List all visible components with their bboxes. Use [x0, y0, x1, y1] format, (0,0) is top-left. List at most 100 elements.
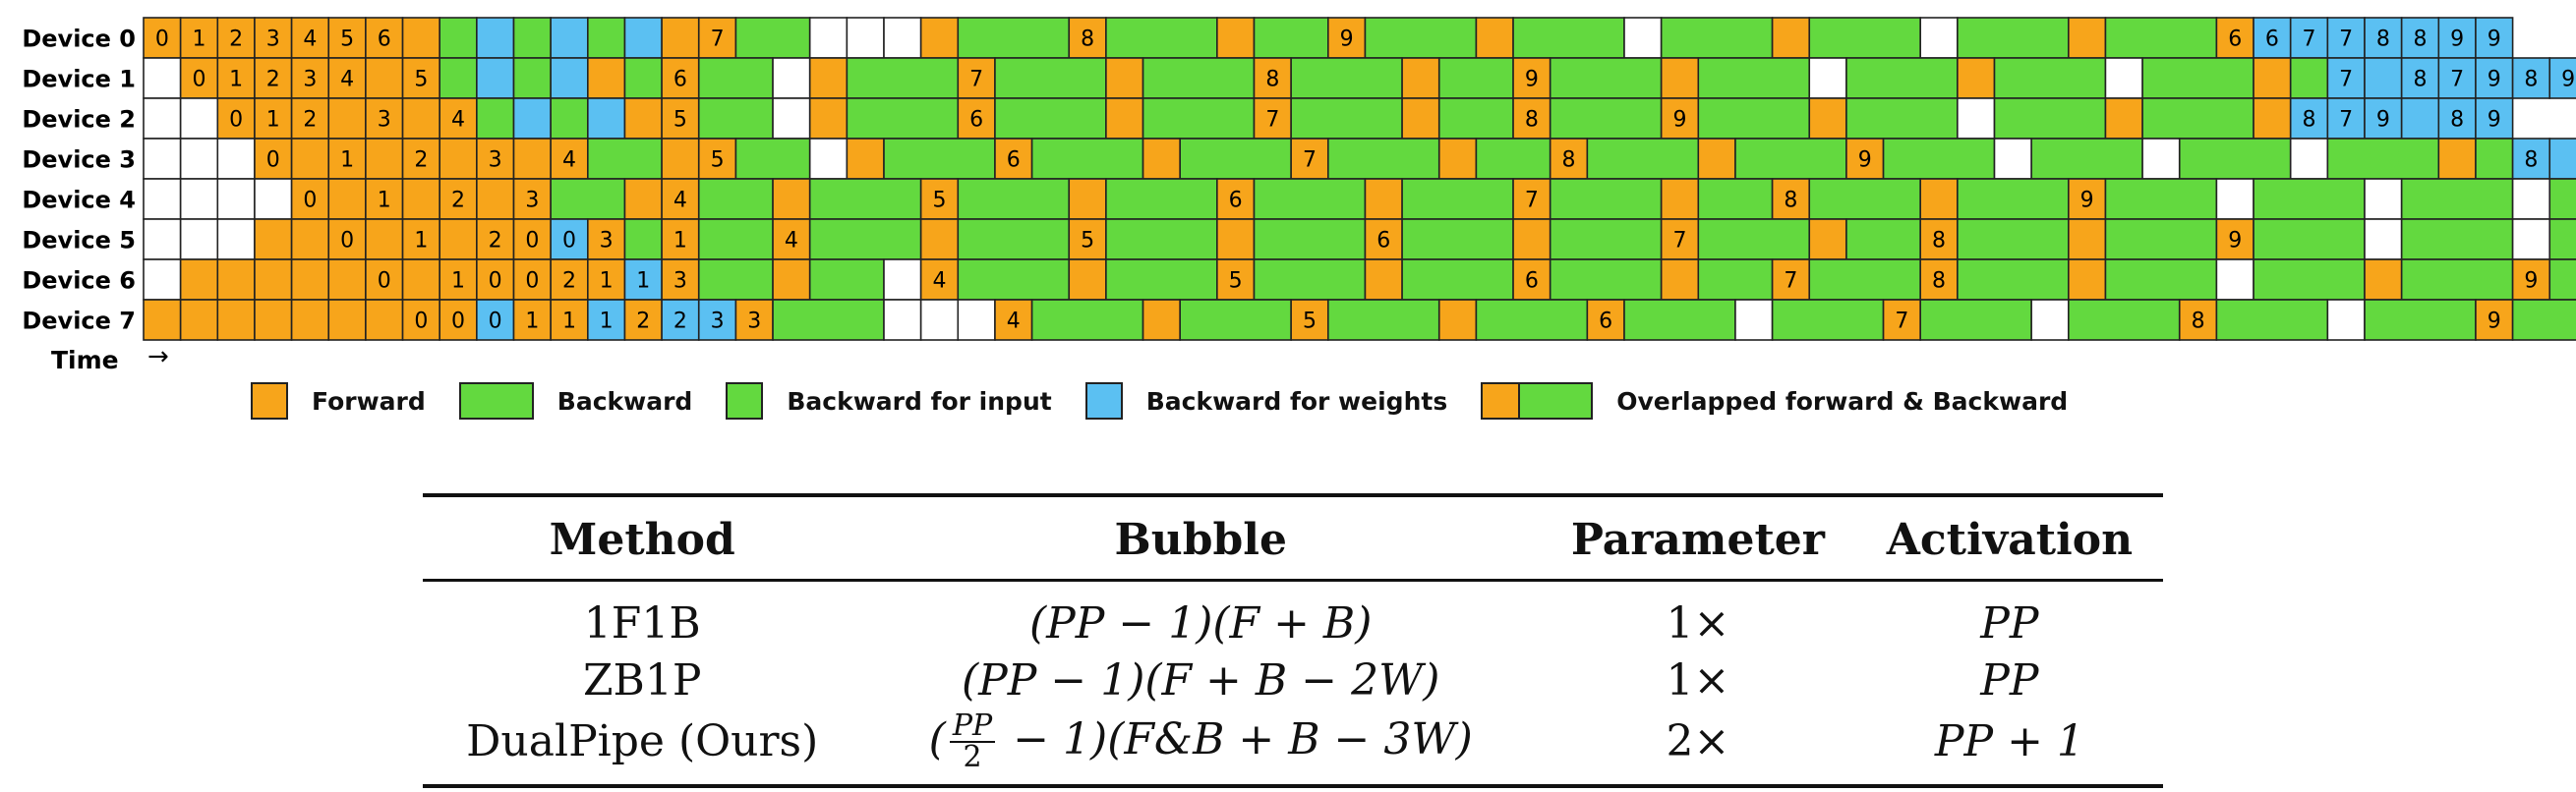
legend-overlapped: Overlapped forward & Backward	[1481, 382, 2068, 420]
schedule-cell	[1142, 299, 1182, 341]
schedule-cell	[365, 138, 404, 180]
schedule-cell	[623, 17, 663, 59]
schedule-cell	[439, 138, 478, 180]
schedule-cell	[439, 178, 478, 220]
schedule-cell	[2400, 17, 2440, 59]
schedule-cell	[1549, 138, 1589, 180]
schedule-cell	[2104, 17, 2218, 59]
schedule-cell	[1993, 97, 2107, 140]
schedule-cell	[957, 178, 1071, 220]
chunk-label: 5	[1081, 229, 1094, 254]
schedule-cell	[697, 299, 737, 341]
chunk-label: 9	[2488, 108, 2501, 133]
schedule-cell	[1437, 57, 1514, 99]
schedule-cell	[661, 258, 700, 301]
table-header-row: Method Bubble Parameter Activation	[423, 493, 2163, 582]
chunk-label: 6	[673, 68, 687, 92]
schedule-cell	[883, 138, 996, 180]
schedule-cell	[1623, 299, 1736, 341]
chunk-label: 3	[673, 269, 687, 294]
schedule-cell	[1512, 17, 1625, 59]
schedule-cell	[2400, 258, 2514, 301]
schedule-cell	[919, 258, 960, 301]
schedule-cell	[1660, 17, 1774, 59]
method-cell: 1F1B	[583, 598, 701, 649]
schedule-cell	[1216, 218, 1256, 260]
chunk-label: 9	[2524, 269, 2538, 294]
schedule-cell	[1512, 258, 1551, 301]
schedule-cell	[994, 299, 1033, 341]
schedule-cell	[1364, 178, 1403, 220]
schedule-cell	[1697, 178, 1774, 220]
chunk-label: 9	[2080, 189, 2094, 213]
schedule-cell	[1475, 138, 1551, 180]
schedule-cell	[846, 138, 885, 180]
schedule-cell	[697, 17, 737, 59]
schedule-cell	[1808, 97, 1847, 140]
schedule-cell	[290, 299, 330, 341]
schedule-cell	[1697, 218, 1811, 260]
schedule-cell	[143, 218, 182, 260]
schedule-cell	[586, 258, 626, 301]
parameter-cell: 1×	[1666, 655, 1730, 706]
schedule-cell	[327, 299, 367, 341]
schedule-cell	[2326, 57, 2366, 99]
schedule-cell	[1957, 17, 2070, 59]
schedule-cell	[623, 218, 663, 260]
schedule-cell	[808, 178, 922, 220]
schedule-cell	[1475, 17, 1514, 59]
schedule-cell	[697, 97, 774, 140]
backward-input-swatch-icon	[726, 382, 764, 420]
schedule-cell	[734, 17, 811, 59]
chunk-label: 7	[2303, 28, 2316, 52]
chunk-label: 1	[562, 310, 576, 334]
schedule-cell	[1290, 299, 1329, 341]
chunk-label: 7	[2339, 68, 2353, 92]
chunk-label: 1	[451, 269, 465, 294]
chunk-label: 8	[1265, 68, 1279, 92]
schedule-cell	[2511, 218, 2551, 260]
schedule-cell	[550, 97, 589, 140]
schedule-cell	[808, 138, 849, 180]
schedule-cell	[1919, 178, 1959, 220]
schedule-cell	[365, 57, 404, 99]
chunk-label: 2	[266, 68, 280, 92]
schedule-cell	[919, 299, 960, 341]
schedule-cell	[476, 17, 515, 59]
schedule-cell	[216, 218, 256, 260]
schedule-cell	[2141, 57, 2254, 99]
chunk-label: 7	[969, 68, 983, 92]
chunk-label: 9	[2488, 28, 2501, 52]
table-row: 1F1B (PP − 1)(F + B) 1× PP	[423, 581, 2163, 653]
schedule-cell	[1623, 17, 1663, 59]
schedule-cell	[2511, 138, 2551, 180]
schedule-cell	[2548, 258, 2576, 301]
schedule-cell	[1105, 17, 1218, 59]
chunk-label: 7	[2339, 108, 2353, 133]
schedule-cell	[2437, 57, 2477, 99]
chunk-label: 6	[969, 108, 983, 133]
schedule-cell	[697, 258, 774, 301]
chunk-label: 7	[2450, 68, 2464, 92]
schedule-cell	[1771, 258, 1811, 301]
schedule-cell	[661, 299, 700, 341]
chunk-label: 0	[525, 269, 539, 294]
schedule-cell	[143, 97, 182, 140]
schedule-cell	[808, 258, 885, 301]
chunk-label: 3	[600, 229, 614, 254]
schedule-cell	[1697, 138, 1736, 180]
schedule-cell	[1253, 57, 1292, 99]
chunk-label: 0	[229, 108, 243, 133]
schedule-cell	[1957, 57, 1996, 99]
bubble-cell: (PP − 1)(F + B − 2W)	[961, 655, 1440, 706]
schedule-cell	[327, 97, 367, 140]
chunk-label: 0	[451, 310, 465, 334]
time-arrow-icon: →	[147, 342, 169, 371]
schedule-cell	[1882, 299, 1922, 341]
chunk-label: 3	[489, 148, 502, 173]
schedule-cell	[1253, 17, 1329, 59]
schedule-cell	[216, 178, 256, 220]
schedule-cell	[1179, 138, 1292, 180]
schedule-cell	[1697, 97, 1811, 140]
chunk-label: 1	[525, 310, 539, 334]
